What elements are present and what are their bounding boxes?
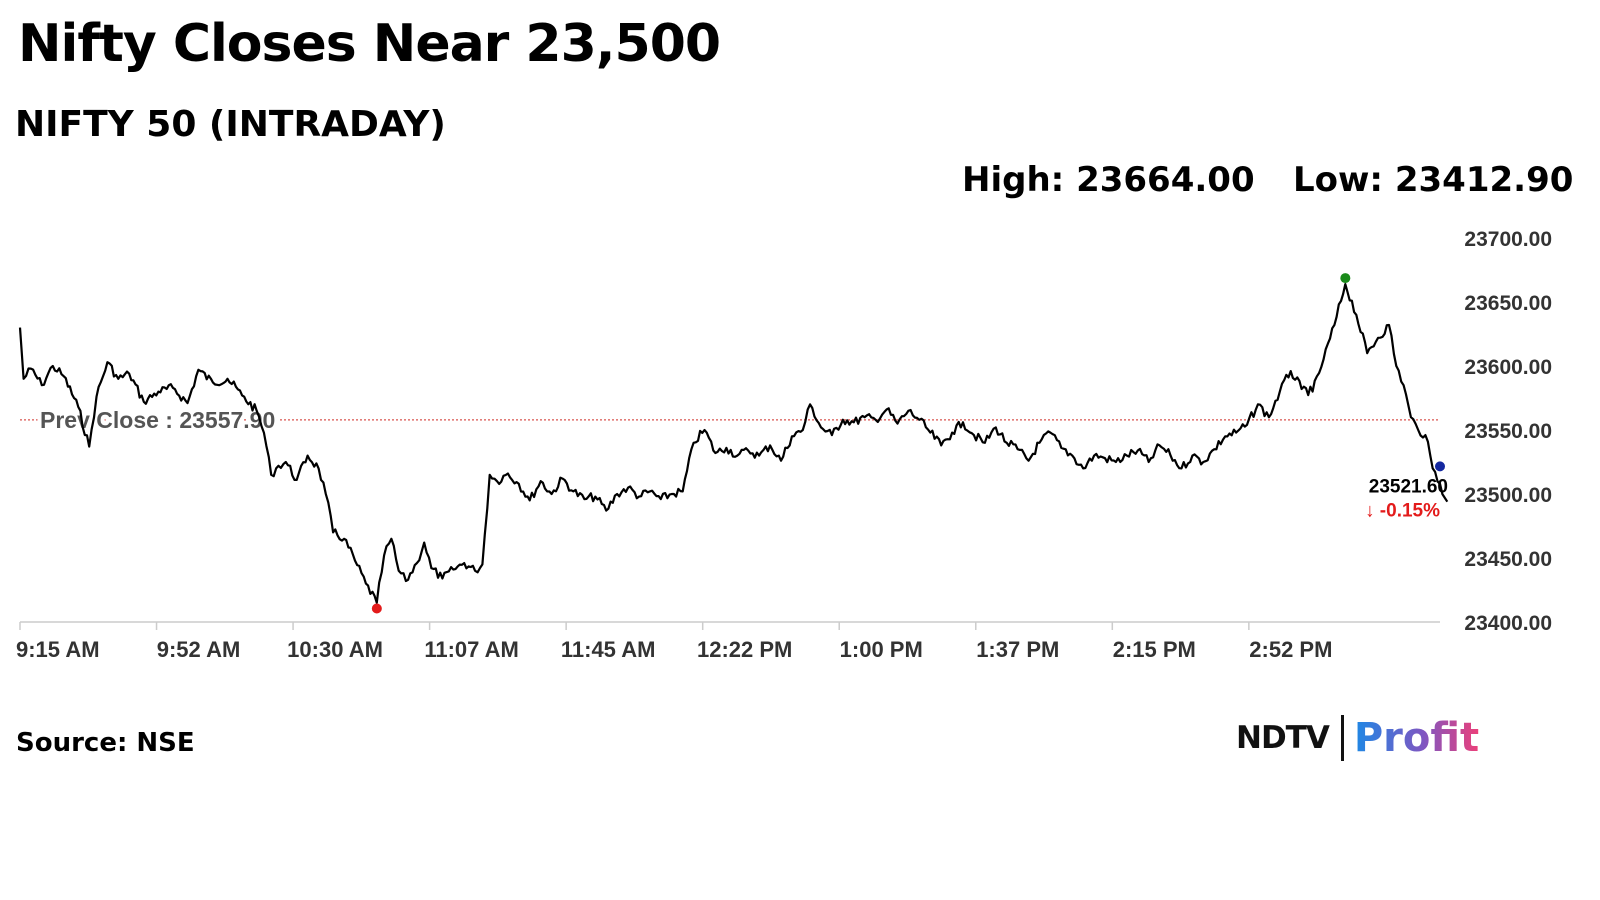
y-tick-label: 23650.00	[1464, 292, 1552, 315]
series-line	[18, 283, 1449, 604]
y-tick-label: 23700.00	[1464, 228, 1552, 251]
x-tick-label: 1:00 PM	[840, 637, 923, 662]
last-value-label: 23521.60	[1369, 476, 1448, 497]
y-tick-label: 23450.00	[1464, 548, 1552, 571]
y-tick-label: 23550.00	[1464, 420, 1552, 443]
day-low-stat: Low: 23412.90	[1293, 160, 1574, 200]
logo-profit-text: Profit	[1353, 715, 1480, 761]
y-axis-labels: 23400.00 23450.00 23500.00 23550.00 23600.00…	[1464, 228, 1552, 635]
x-tick-label: 10:30 AM	[287, 637, 383, 662]
x-axis-ticks: 9:15 AM 9:52 AM 10:30 AM 11:07 AM 11:45 AM 12…	[16, 622, 1332, 662]
x-tick-label: 11:45 AM	[561, 637, 656, 662]
y-tick-label: 23400.00	[1464, 612, 1552, 635]
x-tick-label: 11:07 AM	[424, 637, 519, 662]
x-tick-label: 2:15 PM	[1113, 637, 1196, 662]
intraday-line-chart: 23400.00 23450.00 23500.00 23550.00 23600.00…	[16, 228, 1552, 662]
prev-close-label: Prev Close : 23557.90	[40, 407, 275, 433]
headline: Nifty Closes Near 23,500	[18, 14, 721, 74]
chart-subtitle: NIFTY 50 (INTRADAY)	[15, 104, 446, 145]
day-high-stat: High: 23664.00	[962, 160, 1255, 200]
x-tick-label: 9:52 AM	[157, 637, 241, 662]
source-note: Source: NSE	[16, 728, 195, 758]
change-percent-label: ↓ -0.15%	[1365, 500, 1440, 521]
x-tick-label: 12:22 PM	[697, 637, 792, 662]
y-tick-label: 23500.00	[1464, 484, 1552, 507]
low-marker	[371, 603, 382, 614]
y-tick-label: 23600.00	[1464, 356, 1552, 379]
x-tick-label: 9:15 AM	[16, 637, 100, 662]
x-tick-label: 2:52 PM	[1249, 637, 1332, 662]
logo-divider	[1340, 715, 1344, 761]
logo-ndtv-text: NDTV	[1236, 720, 1330, 756]
ndtv-profit-logo: NDTV Profit	[1236, 714, 1479, 762]
x-tick-label: 1:37 PM	[976, 637, 1059, 662]
last-value-marker	[1435, 461, 1445, 472]
high-marker	[1340, 273, 1351, 284]
